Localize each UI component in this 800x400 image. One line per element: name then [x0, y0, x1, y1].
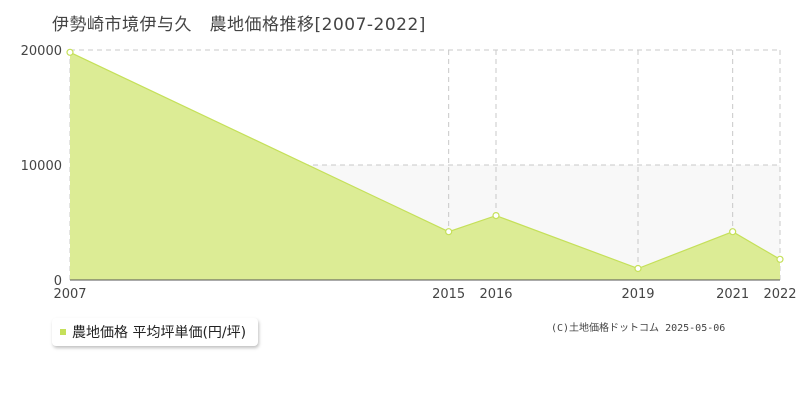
data-point-2019	[634, 264, 642, 273]
x-tick-labels: 2007 2015 2016 2019 2021 2022	[53, 287, 796, 302]
y-tick-label-0: 0	[54, 274, 62, 289]
data-point-2016	[492, 212, 500, 220]
series-line	[69, 51, 781, 270]
legend: 農地価格 平均坪単価(円/坪)	[52, 318, 259, 346]
chart-title: 伊勢崎市境伊与久 農地価格推移[2007-2022]	[52, 15, 426, 35]
y-tick-labels: 0 10000 20000	[21, 44, 62, 289]
credit-text: (C)土地価格ドットコム 2025-05-06	[551, 323, 726, 334]
data-point-2022	[776, 255, 784, 263]
x-tick-label-2021: 2021	[716, 287, 749, 302]
y-tick-label-10000: 10000	[21, 159, 62, 174]
y-tick-label-20000: 20000	[21, 44, 62, 59]
data-point-2021	[729, 228, 737, 236]
x-tick-label-2015: 2015	[432, 287, 465, 302]
data-markers	[66, 48, 784, 273]
legend-swatch	[60, 329, 66, 335]
data-point-2015	[445, 228, 453, 236]
x-tick-label-2007: 2007	[53, 287, 86, 302]
area-fill	[70, 52, 780, 280]
data-point-2007	[66, 48, 74, 56]
x-tick-label-2016: 2016	[479, 287, 512, 302]
x-tick-label-2022: 2022	[763, 287, 796, 302]
x-tick-label-2019: 2019	[621, 287, 654, 302]
legend-label: 農地価格 平均坪単価(円/坪)	[72, 325, 247, 341]
